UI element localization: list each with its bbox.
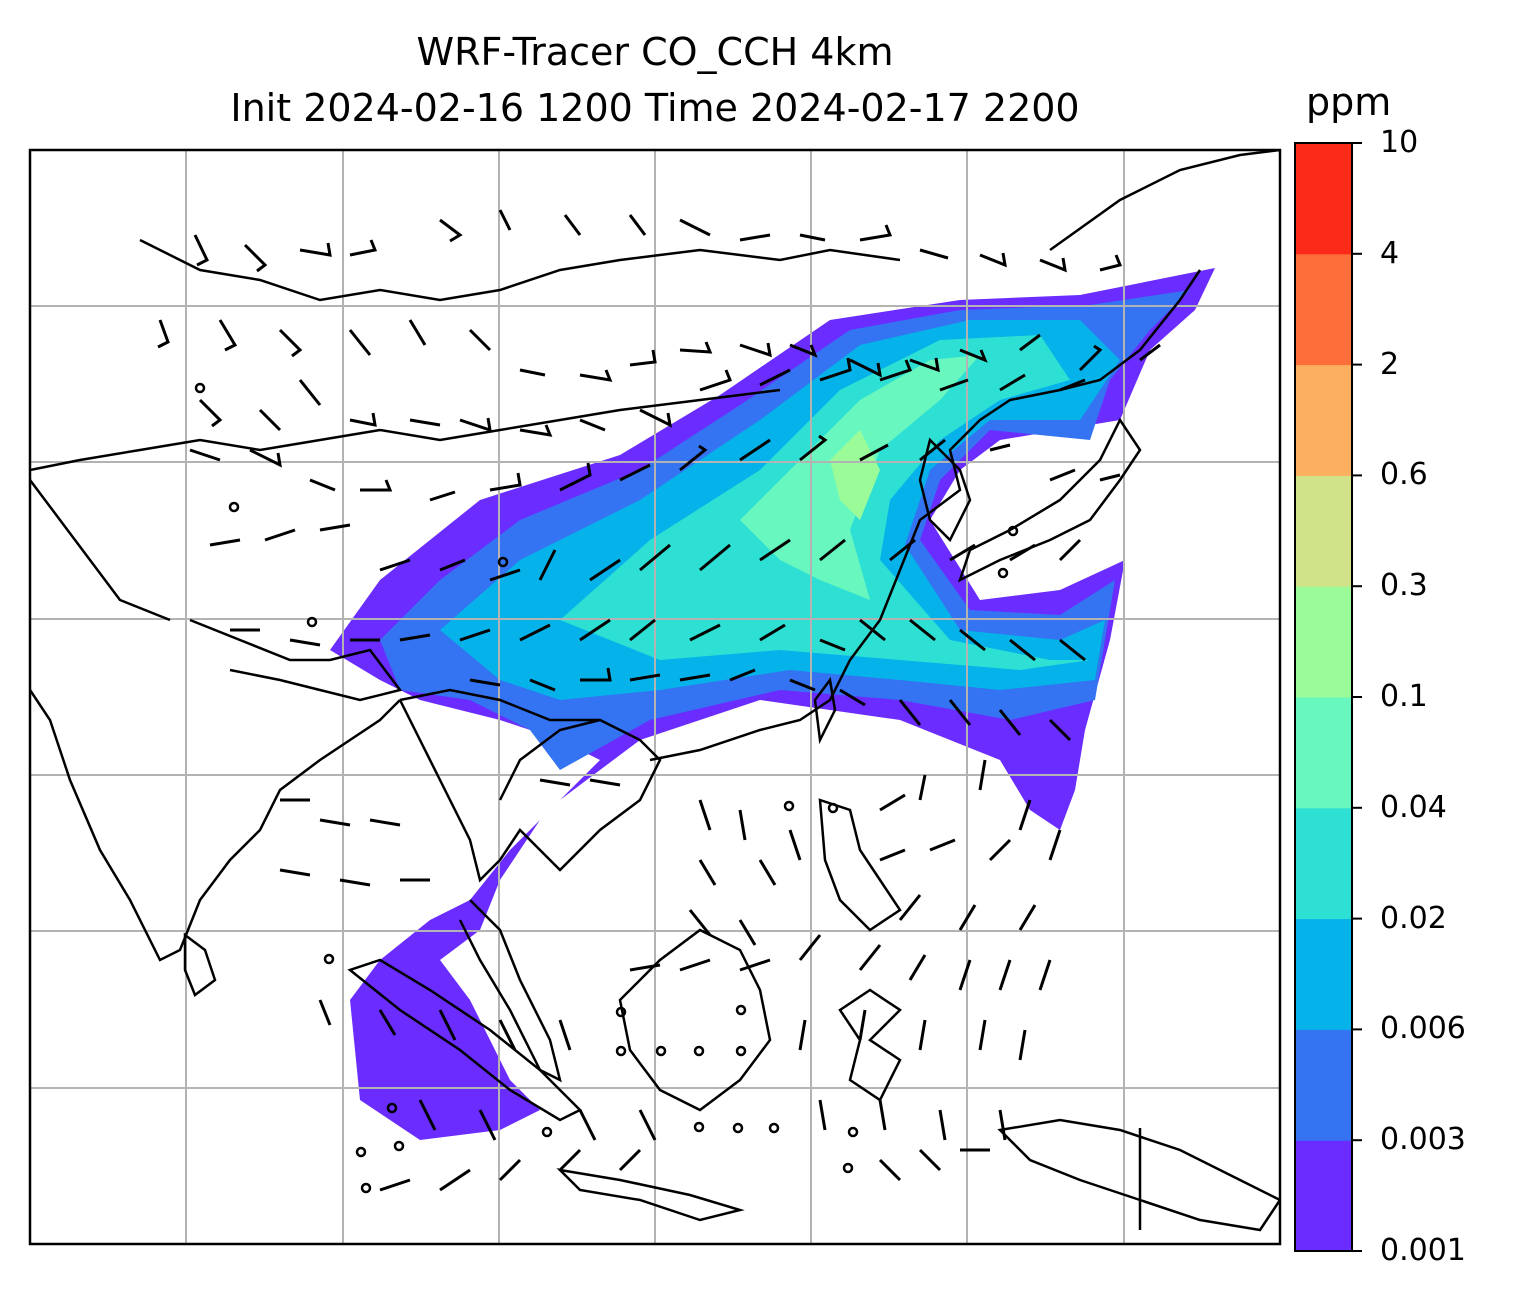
coastlines bbox=[30, 150, 1280, 1232]
border-himalaya bbox=[30, 388, 781, 472]
colorbar-segment bbox=[1295, 697, 1352, 809]
colorbar-tick-label: 10 bbox=[1380, 125, 1419, 160]
coast-japan bbox=[957, 417, 1142, 583]
border-mongolia bbox=[139, 238, 901, 302]
colorbar-tick-label: 0.001 bbox=[1380, 1233, 1466, 1268]
plume-level-5b bbox=[830, 430, 880, 520]
map-frame bbox=[28, 148, 1282, 1246]
colorbar-segment bbox=[1295, 918, 1352, 1030]
tracer-plume bbox=[330, 268, 1215, 1140]
plume-level-1 bbox=[330, 268, 1215, 1140]
border-china-seasia bbox=[399, 688, 600, 722]
colorbar-tick-label: 0.3 bbox=[1380, 568, 1428, 604]
colorbar-tick-label: 0.6 bbox=[1380, 457, 1428, 493]
colorbar-segment bbox=[1295, 1029, 1352, 1141]
coast-srilanka bbox=[183, 932, 217, 997]
colorbar-tick-label: 0.02 bbox=[1380, 900, 1447, 936]
coast-sulawesi bbox=[838, 988, 902, 1102]
coast-philippines bbox=[818, 798, 902, 932]
colorbar-tick-label: 4 bbox=[1380, 235, 1400, 271]
colorbar-segment bbox=[1295, 1140, 1352, 1252]
coast-kamchatka bbox=[1049, 150, 1280, 252]
colorbar-tick-label: 0.04 bbox=[1380, 789, 1447, 825]
coast-india bbox=[30, 689, 401, 962]
colorbar-tick-label: 0.003 bbox=[1380, 1122, 1466, 1158]
colorbar-tick-label: 2 bbox=[1380, 346, 1400, 382]
calm-wind-markers bbox=[194, 382, 1019, 1194]
coast-borneo bbox=[618, 928, 772, 1112]
map-title-line2: Init 2024-02-16 1200 Time 2024-02-17 220… bbox=[230, 86, 1080, 130]
map-panel bbox=[30, 150, 1280, 1244]
colorbar-tick-label: 0.006 bbox=[1380, 1011, 1466, 1047]
colorbar-segment bbox=[1295, 253, 1352, 366]
colorbar-tick-label: 0.1 bbox=[1380, 679, 1428, 714]
colorbar-unit-label: ppm bbox=[1306, 80, 1392, 124]
map-gridlines bbox=[30, 150, 1280, 1244]
map-title-line1: WRF-Tracer CO_CCH 4km bbox=[416, 30, 894, 74]
coast-newguinea bbox=[997, 1118, 1280, 1232]
colorbar-segment bbox=[1295, 475, 1352, 587]
border-westasia bbox=[30, 479, 171, 622]
coast-taiwan bbox=[813, 676, 837, 745]
colorbar bbox=[1295, 142, 1362, 1252]
colorbar-frame bbox=[1294, 142, 1353, 1252]
coast-java bbox=[556, 1168, 745, 1222]
wind-barbs bbox=[157, 209, 1161, 1192]
border-southasia bbox=[189, 618, 403, 702]
colorbar-segment bbox=[1295, 586, 1352, 698]
coast-korea bbox=[918, 437, 972, 543]
colorbar-segment bbox=[1295, 807, 1352, 920]
colorbar-segment bbox=[1295, 143, 1352, 255]
coast-indochina bbox=[398, 699, 662, 883]
coast-malay bbox=[458, 899, 562, 1083]
colorbar-segment bbox=[1295, 364, 1352, 476]
coast-china bbox=[649, 269, 1202, 762]
